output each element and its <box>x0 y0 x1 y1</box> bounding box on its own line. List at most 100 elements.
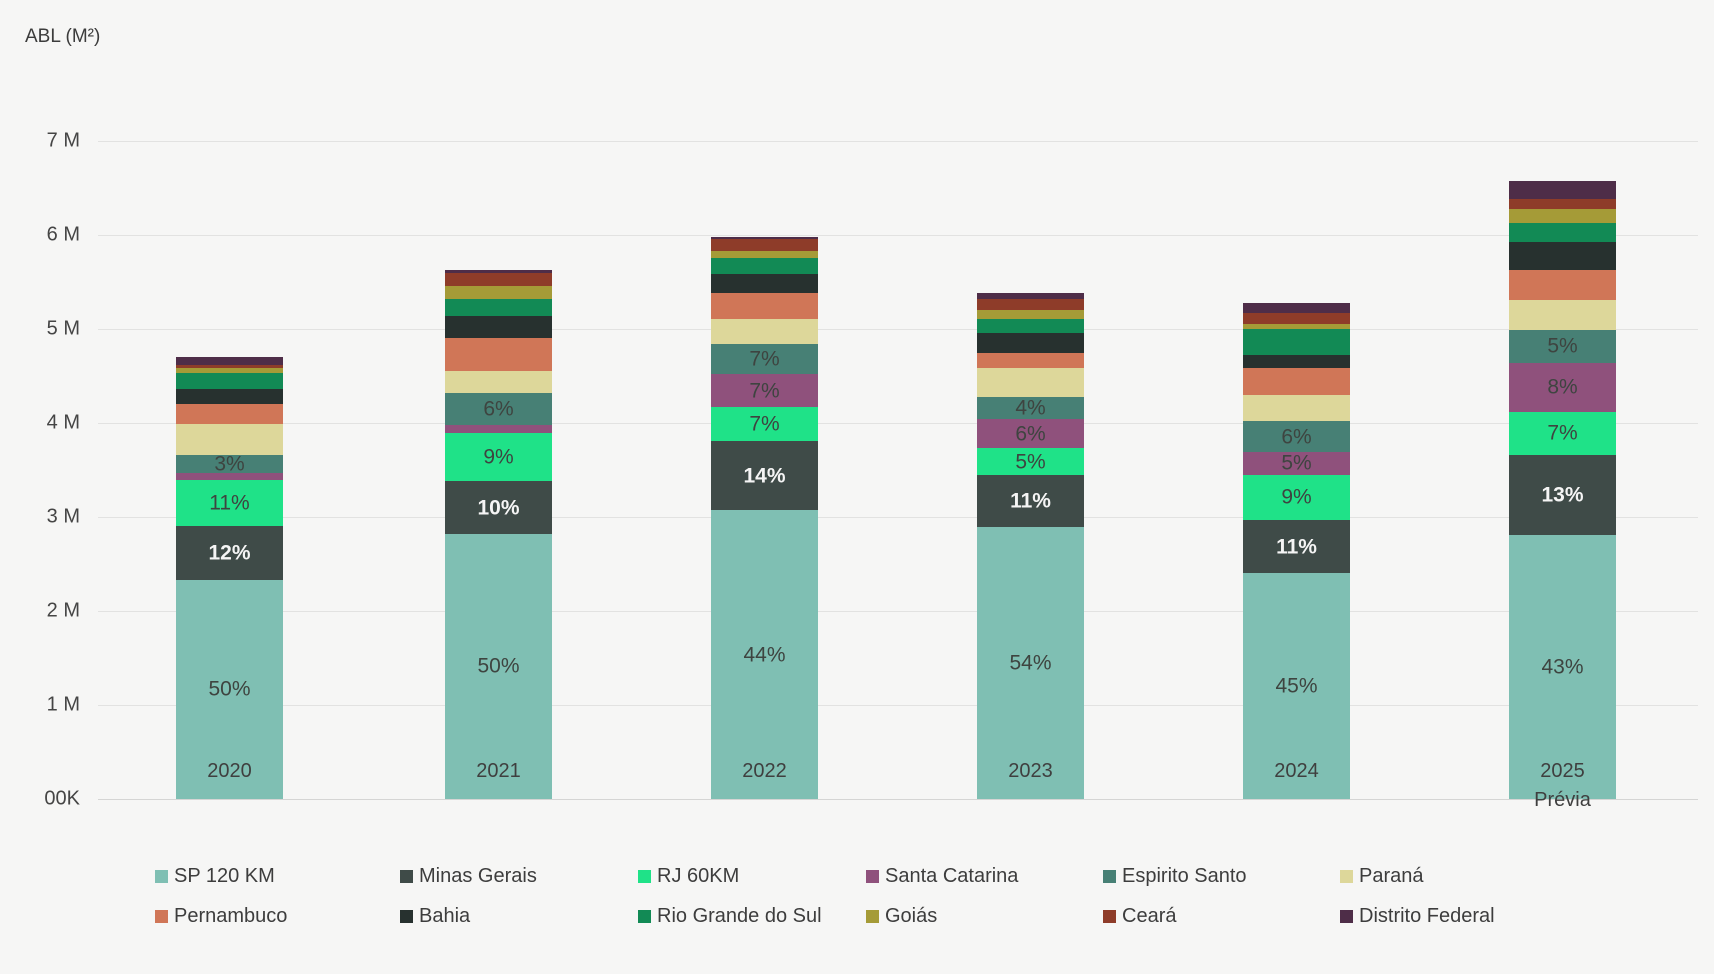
legend-item-Goiás: Goiás <box>866 905 937 927</box>
segment-percent-label: 7% <box>749 379 780 403</box>
y-axis-tick-label: 1 M <box>46 693 80 716</box>
bar-segment-Pernambuco <box>445 338 552 372</box>
legend-item-RJ 60KM: RJ 60KM <box>638 864 740 887</box>
legend-label: RJ 60KM <box>657 864 740 887</box>
bar-segment-Paraná <box>176 423 283 455</box>
segment-percent-label: 11% <box>1010 489 1051 513</box>
gridline <box>98 141 1698 142</box>
legend-item-Rio Grande do Sul: Rio Grande do Sul <box>638 905 822 927</box>
legend-swatch-icon <box>400 909 413 923</box>
x-axis-line <box>98 799 1698 800</box>
x-axis-label: 2025 Prévia <box>1534 760 1591 811</box>
bar-segment-Bahia <box>711 274 818 294</box>
bar-segment-SP 120 KM: 50% <box>445 533 552 799</box>
bar-segment-Santa Catarina: 6% <box>977 419 1084 449</box>
legend-swatch-icon <box>866 909 879 923</box>
bar-segment-Bahia <box>1243 355 1350 368</box>
legend-label: Espirito Santo <box>1122 864 1247 887</box>
segment-percent-label: 7% <box>749 412 780 436</box>
bar-segment-Bahia <box>1509 241 1616 270</box>
segment-percent-label: 9% <box>1281 485 1312 509</box>
legend-item-Paraná: Paraná <box>1340 864 1424 887</box>
bar-segment-SP 120 KM: 44% <box>711 510 818 799</box>
legend-item-Pernambuco: Pernambuco <box>155 905 287 927</box>
segment-percent-label: 6% <box>1281 425 1312 449</box>
legend-swatch-icon <box>155 909 168 923</box>
bar-segment-Pernambuco <box>176 404 283 424</box>
bar-segment-RJ 60KM: 9% <box>445 433 552 482</box>
x-axis-label: 2020 <box>207 760 252 782</box>
bar-segment-Minas Gerais: 12% <box>176 526 283 580</box>
segment-percent-label: 10% <box>477 496 520 520</box>
bar-segment-Paraná <box>711 318 818 345</box>
x-axis-label: 2021 <box>476 760 521 782</box>
bar-segment-Santa Catarina: 8% <box>1509 362 1616 412</box>
bar-segment-Bahia <box>977 332 1084 354</box>
legend-label: SP 120 KM <box>174 864 275 887</box>
legend-swatch-icon <box>866 869 879 883</box>
y-axis-tick-label: 4 M <box>46 411 80 434</box>
segment-percent-label: 5% <box>1015 450 1046 474</box>
bar-segment-Minas Gerais: 11% <box>1243 519 1350 574</box>
legend-item-Minas Gerais: Minas Gerais <box>400 865 537 887</box>
bar-segment-Rio Grande do Sul <box>445 298 552 316</box>
segment-percent-label: 3% <box>214 452 245 476</box>
segment-percent-label: 11% <box>209 491 250 515</box>
segment-percent-label: 12% <box>208 541 251 565</box>
gridline <box>98 329 1698 330</box>
bar-segment-RJ 60KM: 7% <box>711 407 818 441</box>
legend-label: Santa Catarina <box>885 864 1019 887</box>
segment-percent-label: 6% <box>483 397 514 421</box>
bar-segment-Rio Grande do Sul <box>176 373 283 390</box>
bar-segment-Ceará <box>1509 199 1616 209</box>
legend-item-Ceará: Ceará <box>1103 905 1176 927</box>
bar-segment-Distrito Federal <box>176 357 283 365</box>
segment-percent-label: 4% <box>1015 396 1046 420</box>
legend-item-Distrito Federal: Distrito Federal <box>1340 904 1495 927</box>
bar-segment-Minas Gerais: 10% <box>445 481 552 534</box>
legend-swatch-icon <box>1340 869 1353 883</box>
bar-segment-Goiás <box>1509 208 1616 223</box>
legend-label: Paraná <box>1359 864 1424 887</box>
bar-segment-Goiás <box>445 285 552 299</box>
segment-percent-label: 7% <box>749 347 780 371</box>
segment-percent-label: 8% <box>1547 375 1578 399</box>
bar-segment-Minas Gerais: 14% <box>711 440 818 511</box>
bar-segment-Ceará <box>711 238 818 251</box>
legend-label: Distrito Federal <box>1359 904 1495 927</box>
bar-segment-Paraná <box>977 368 1084 397</box>
bar-segment-Santa Catarina: 5% <box>1243 452 1350 475</box>
bar-segment-Rio Grande do Sul <box>1243 329 1350 356</box>
bar-segment-Paraná <box>1243 394 1350 422</box>
segment-percent-label: 13% <box>1541 483 1584 507</box>
bar-segment-Rio Grande do Sul <box>711 257 818 275</box>
bar-segment-Rio Grande do Sul <box>977 318 1084 333</box>
bar-segment-Pernambuco <box>1243 367 1350 395</box>
legend-swatch-icon <box>400 869 413 883</box>
legend-item-Bahia: Bahia <box>400 904 471 927</box>
bar-segment-Santa Catarina: 7% <box>711 374 818 407</box>
bar-segment-Ceará <box>977 298 1084 311</box>
bar-segment-Pernambuco <box>711 293 818 319</box>
bar-segment-Ceará <box>176 364 283 368</box>
legend-label: Bahia <box>419 904 471 927</box>
bar-segment-Espirito Santo: 5% <box>1509 329 1616 363</box>
bar-segment-Paraná <box>1509 299 1616 330</box>
bar-segment-Goiás <box>176 367 283 374</box>
bar-segment-Ceará <box>445 272 552 286</box>
segment-percent-label: 44% <box>743 643 786 667</box>
bar-segment-Bahia <box>445 315 552 339</box>
segment-percent-label: 50% <box>477 654 520 678</box>
legend-item-Santa Catarina: Santa Catarina <box>866 864 1019 887</box>
bar-segment-Distrito Federal <box>1243 302 1350 313</box>
legend-item-Espirito Santo: Espirito Santo <box>1103 864 1247 887</box>
segment-percent-label: 9% <box>483 445 514 469</box>
segment-percent-label: 43% <box>1541 655 1584 679</box>
bar-segment-RJ 60KM: 11% <box>176 480 283 527</box>
bar-segment-RJ 60KM: 9% <box>1243 474 1350 520</box>
segment-percent-label: 14% <box>743 464 786 488</box>
segment-percent-label: 5% <box>1547 334 1578 358</box>
bar-segment-Minas Gerais: 11% <box>977 474 1084 528</box>
bar-segment-Espirito Santo: 4% <box>977 396 1084 420</box>
segment-percent-label: 45% <box>1275 674 1318 698</box>
